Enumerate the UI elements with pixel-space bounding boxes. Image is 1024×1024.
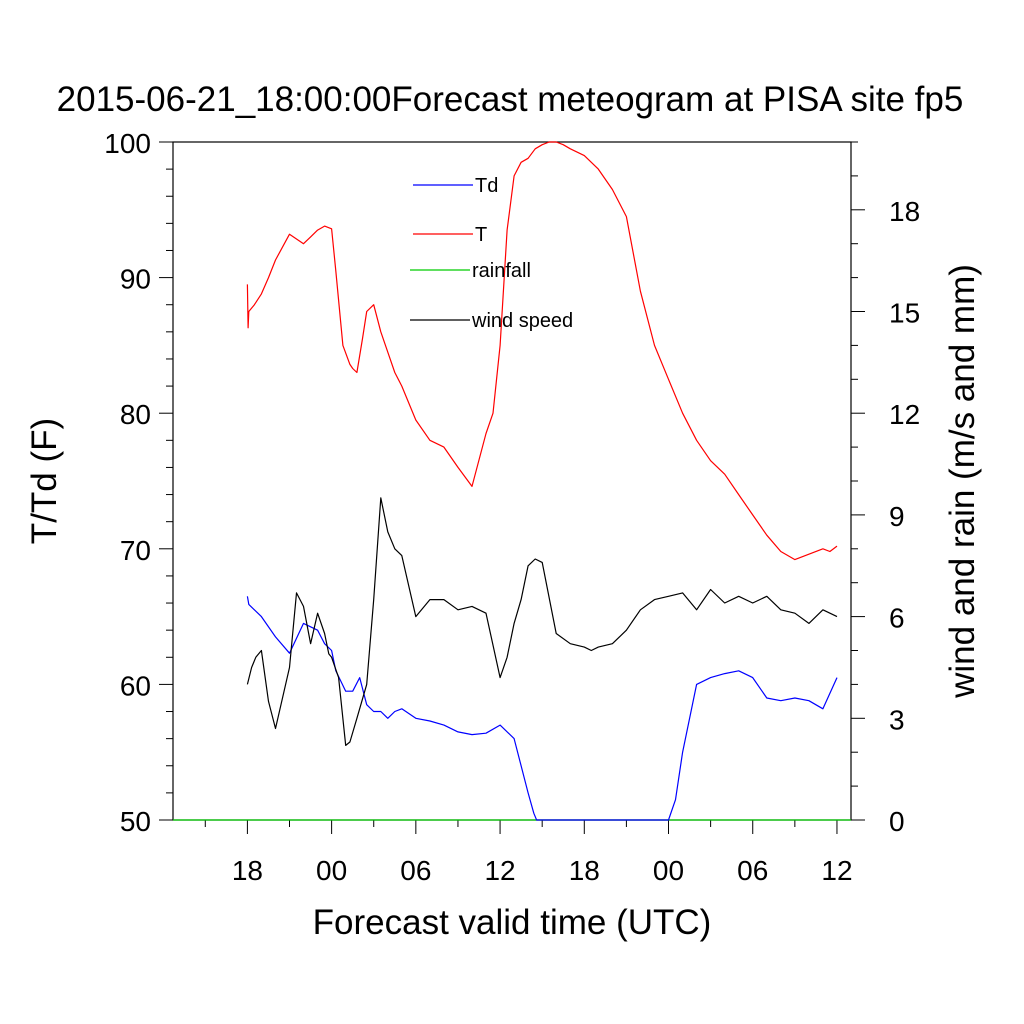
y-axis-left-title: T/Td (F) [25,418,64,544]
left-tick-label: 50 [120,806,151,837]
right-axis: 0 3 6 9 12 15 18 [851,141,920,837]
left-axis: 50 60 70 80 90 100 [104,128,173,837]
left-tick-label: 60 [120,670,151,701]
x-tick-label: 12 [821,855,852,886]
left-tick-label: 90 [120,264,151,295]
x-axis-title: Forecast valid time (UTC) [313,903,712,942]
right-tick-label: 15 [889,298,920,329]
plot-frame [172,141,852,821]
left-tick-label: 70 [120,535,151,566]
x-tick-label: 00 [653,855,684,886]
legend-label: T [475,224,487,246]
x-tick-label: 00 [316,855,347,886]
right-tick-label: 0 [889,806,905,837]
x-tick-label: 12 [484,855,515,886]
right-tick-label: 3 [889,704,905,735]
x-tick-label: 18 [232,855,263,886]
legend-label: rainfall [472,260,531,282]
legend-label: Td [475,175,498,197]
series-group [173,141,851,821]
x-tick-label: 06 [400,855,431,886]
right-tick-label: 9 [889,501,905,532]
right-tick-label: 18 [889,196,920,227]
right-tick-label: 12 [889,399,920,430]
y-axis-right-title: wind and rain (m/s and mm) [943,264,982,699]
left-tick-label: 100 [104,128,151,159]
chart-title: 2015-06-21_18:00:00Forecast meteogram at… [57,80,964,119]
series-wind-speed-line [246,497,838,747]
series-td-line [246,596,838,821]
x-tick-label: 18 [569,855,600,886]
x-tick-label: 06 [737,855,768,886]
legend-label: wind speed [471,310,573,332]
x-axis: 18 00 06 12 18 00 06 12 [204,820,853,886]
left-tick-label: 80 [120,399,151,430]
series-t-line [246,141,838,561]
right-tick-label: 6 [889,603,905,634]
